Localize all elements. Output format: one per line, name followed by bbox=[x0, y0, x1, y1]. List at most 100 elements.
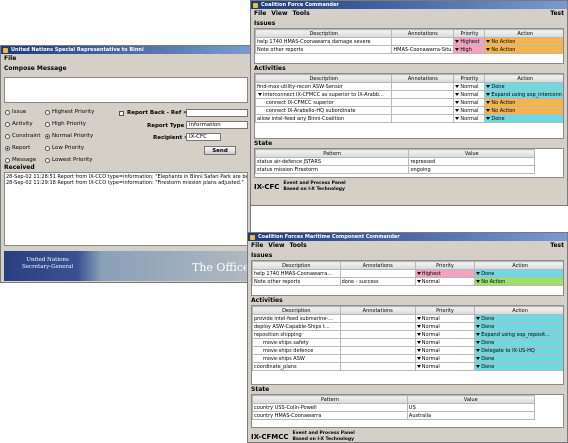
radio[interactable]: Normal Priority bbox=[45, 133, 93, 139]
table-row[interactable]: deploy ASW-Capable-Ships t... Normal Done bbox=[252, 322, 563, 331]
dropdown-arrow[interactable] bbox=[455, 116, 460, 120]
radio[interactable]: Report bbox=[5, 145, 30, 151]
dropdown-arrow[interactable] bbox=[476, 316, 481, 320]
dropdown-arrow[interactable] bbox=[416, 340, 421, 344]
menu-item[interactable]: Tools bbox=[292, 10, 310, 17]
dropdown-arrow[interactable] bbox=[486, 108, 491, 112]
table-row[interactable]: country USS-Colin-Powell US bbox=[252, 403, 535, 412]
table-row[interactable]: provide intel-feed submarine-... Normal Do… bbox=[252, 314, 563, 323]
dropdown-arrow[interactable] bbox=[476, 332, 481, 336]
dropdown-arrow[interactable] bbox=[455, 108, 460, 112]
table-row[interactable]: allow intel-feed any Binni-Coalition Norm… bbox=[255, 114, 563, 123]
dropdown-arrow[interactable] bbox=[416, 332, 421, 336]
menu-item[interactable]: File bbox=[4, 55, 17, 62]
dropdown-arrow[interactable] bbox=[416, 279, 421, 283]
table-row[interactable]: find-max-utility-recon ASW-Sensor Normal D… bbox=[255, 82, 563, 91]
menu-item[interactable]: View bbox=[268, 242, 285, 249]
issues-panel: Description Annotations Priority Action help… bbox=[251, 260, 564, 296]
dropdown-arrow[interactable] bbox=[486, 116, 491, 120]
menu-bar: File View Tools Test bbox=[248, 241, 567, 251]
dropdown-arrow[interactable] bbox=[486, 100, 491, 104]
footer-lines: Event and Process Panel Based on I-X Tech… bbox=[292, 431, 355, 442]
dropdown-arrow[interactable] bbox=[455, 100, 460, 104]
expander[interactable] bbox=[258, 92, 262, 96]
table-row[interactable]: country HMAS-Coonawarra Australia bbox=[252, 411, 535, 420]
table-row[interactable]: status air-defence JSTARS repressed bbox=[255, 157, 535, 166]
dropdown-arrow[interactable] bbox=[416, 271, 421, 275]
checkbox[interactable] bbox=[119, 111, 124, 116]
radio[interactable]: Activity bbox=[5, 121, 33, 127]
dropdown-arrow[interactable] bbox=[416, 364, 421, 368]
dropdown-arrow[interactable] bbox=[416, 316, 421, 320]
cell-text: status air-defence JSTARS bbox=[257, 158, 321, 165]
dropdown-arrow[interactable] bbox=[476, 364, 481, 368]
table-row[interactable]: move-ships ASW Normal Done bbox=[252, 354, 563, 363]
dropdown-arrow[interactable] bbox=[486, 84, 491, 88]
radio[interactable]: Highest Priority bbox=[45, 109, 94, 115]
compose-area[interactable] bbox=[4, 77, 248, 103]
table-row[interactable]: reposition shipping Normal Expand using so… bbox=[252, 330, 563, 339]
dropdown-arrow[interactable] bbox=[416, 356, 421, 360]
banner-line: Secretary-General bbox=[22, 264, 74, 270]
dropdown-arrow[interactable] bbox=[416, 348, 421, 352]
dropdown-arrow[interactable] bbox=[476, 356, 481, 360]
menu-item[interactable]: View bbox=[271, 10, 288, 17]
table-row[interactable]: help 1740 HMAS-Coonawarra... Highest Done bbox=[252, 269, 563, 278]
text-field[interactable] bbox=[186, 109, 248, 117]
menu-item[interactable]: File bbox=[251, 242, 264, 249]
dropdown-arrow[interactable] bbox=[455, 92, 460, 96]
cell-text: move-ships ASW bbox=[263, 355, 305, 362]
issues-table: Description Annotations Priority Action help… bbox=[255, 29, 563, 54]
cell-text: Normal bbox=[460, 107, 479, 114]
footer-line: Based on I-X Technology bbox=[292, 437, 355, 442]
table-row[interactable]: interconnect IX-CFMCC as superior to IX-… bbox=[255, 90, 563, 99]
dropdown-arrow[interactable] bbox=[455, 39, 460, 43]
dropdown-arrow[interactable] bbox=[486, 47, 491, 51]
text-field[interactable]: IX-CFC bbox=[186, 133, 221, 141]
cell-text: Done bbox=[481, 339, 495, 346]
cell: repressed bbox=[408, 157, 535, 166]
log-line: 28-Sep-02 11:29:18 Report from IX-CCO ty… bbox=[6, 180, 244, 186]
dropdown-arrow[interactable] bbox=[486, 39, 491, 43]
menu-item[interactable]: Test bbox=[550, 10, 564, 17]
dropdown-arrow[interactable] bbox=[476, 348, 481, 352]
table-row[interactable]: Note other reports HMAS-Coonawarra-Situ..… bbox=[255, 45, 563, 54]
radio[interactable]: Message bbox=[5, 157, 36, 163]
dropdown-arrow[interactable] bbox=[476, 279, 481, 283]
dropdown-arrow[interactable] bbox=[486, 92, 491, 96]
cell: status mission Firestorm bbox=[255, 165, 410, 174]
dropdown-arrow[interactable] bbox=[476, 340, 481, 344]
radio[interactable]: Low Priority bbox=[45, 145, 84, 151]
radio[interactable]: High Priority bbox=[45, 121, 86, 127]
cell bbox=[339, 314, 416, 323]
cell: connect IX-Arabello-HQ subordinate bbox=[255, 106, 393, 115]
cell-text: Done bbox=[481, 315, 495, 322]
dropdown-arrow[interactable] bbox=[455, 47, 460, 51]
cell: ongoing bbox=[408, 165, 535, 174]
table-row[interactable]: coordinate_plans Normal Done bbox=[252, 362, 563, 371]
table-row[interactable]: move-ships safety Normal Done bbox=[252, 338, 563, 347]
table-row[interactable]: help 1740 HMAS-Coonawarra damage severe H… bbox=[255, 37, 563, 46]
table-row[interactable]: move-ships defence Normal Delegate to IX-U… bbox=[252, 346, 563, 355]
radio[interactable]: Issue bbox=[5, 109, 26, 115]
radio[interactable]: Constraint bbox=[5, 133, 41, 139]
cell-text: Normal bbox=[421, 331, 440, 338]
menu-item[interactable]: Tools bbox=[289, 242, 307, 249]
table-row[interactable]: status mission Firestorm ongoing bbox=[255, 165, 535, 174]
dropdown-arrow[interactable] bbox=[476, 271, 481, 275]
dropdown-arrow[interactable] bbox=[416, 324, 421, 328]
table-row[interactable]: Note other reports done - success Normal No… bbox=[252, 277, 563, 286]
menu-item[interactable]: Test bbox=[550, 242, 564, 249]
cell-text: provide intel-feed submarine-... bbox=[254, 315, 333, 322]
cell-text: Done bbox=[491, 83, 505, 90]
text-field[interactable]: information bbox=[186, 121, 248, 129]
radio[interactable]: Lowest Priority bbox=[45, 157, 93, 163]
table-row[interactable]: connect IX-CFMCC superior Normal No Action bbox=[255, 98, 563, 107]
table-row[interactable]: connect IX-Arabello-HQ subordinate Normal… bbox=[255, 106, 563, 115]
cell-text: Note other reports bbox=[257, 46, 304, 53]
send-button[interactable]: Send bbox=[204, 146, 236, 155]
section-label: Activities bbox=[254, 65, 286, 72]
dropdown-arrow[interactable] bbox=[455, 84, 460, 88]
dropdown-arrow[interactable] bbox=[476, 324, 481, 328]
menu-item[interactable]: File bbox=[254, 10, 267, 17]
